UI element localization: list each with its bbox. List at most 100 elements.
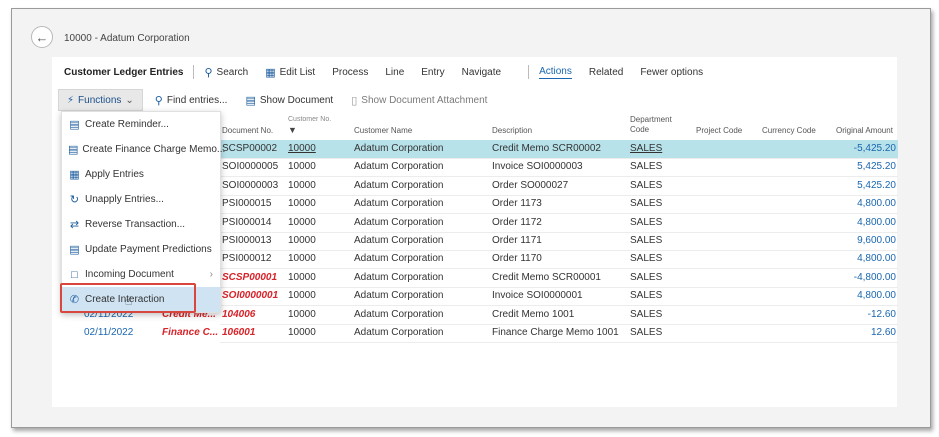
table-row[interactable]: SOI0000003 10000 Adatum Corporation Order S… bbox=[62, 177, 898, 195]
department-code-cell: SALES bbox=[630, 327, 663, 338]
customer-no-cell[interactable]: 10000 bbox=[288, 143, 316, 154]
menu-item-apply-entries[interactable]: ▦ Apply Entries bbox=[69, 169, 144, 181]
description-cell: Order 1173 bbox=[492, 198, 542, 210]
document-no-cell[interactable]: SCSP00001 bbox=[222, 271, 278, 283]
arrow-left-icon: ← bbox=[35, 29, 49, 45]
menu-search[interactable]: ⚲ Search bbox=[204, 66, 249, 79]
customer-no-cell[interactable]: 10000 bbox=[288, 216, 316, 228]
row-divider bbox=[220, 286, 898, 288]
show-document-attachment-button[interactable]: ▯ Show Document Attachment bbox=[351, 94, 488, 107]
header-customer-no[interactable]: Customer No. ▼ bbox=[288, 116, 332, 135]
customer-name-cell: Adatum Corporation bbox=[354, 253, 444, 265]
description-cell: Finance Charge Memo 1001 bbox=[492, 327, 619, 338]
lightning-icon: ⚡ bbox=[67, 94, 75, 106]
customer-no-cell[interactable]: 10000 bbox=[288, 271, 316, 283]
actions-toolbar: ⚡ Functions ⌄ ⚲ Find entries... ▤ Show Doc… bbox=[58, 88, 898, 112]
description-cell: Credit Memo SCR00001 bbox=[492, 271, 601, 283]
header-project-code[interactable]: Project Code bbox=[696, 126, 743, 135]
header-document-no[interactable]: Document No. bbox=[222, 126, 274, 135]
document-no-cell[interactable]: PSI000015 bbox=[222, 198, 272, 210]
document-no-cell[interactable]: SOI0000001 bbox=[222, 290, 279, 302]
table-row[interactable]: 02/11/2022 Credit Me... 104006 10000 Adatum … bbox=[62, 306, 898, 324]
menu-actions[interactable]: Actions bbox=[539, 65, 572, 79]
table-row[interactable]: PSI000015 10000 Adatum Corporation Order 11… bbox=[62, 195, 898, 213]
menu-item-create-finance-charge-memo[interactable]: ▤ Create Finance Charge Memo... bbox=[68, 144, 226, 156]
original-amount-cell[interactable]: 4,800.00 bbox=[857, 253, 896, 265]
customer-no-cell[interactable]: 10000 bbox=[288, 327, 316, 338]
document-no-cell[interactable]: SOI0000003 bbox=[222, 179, 279, 191]
document-no-cell[interactable]: SCSP00002 bbox=[222, 143, 278, 154]
menu-edit-list[interactable]: ▦ Edit List bbox=[265, 66, 316, 79]
menu-entry[interactable]: Entry bbox=[421, 66, 445, 78]
header-department-code[interactable]: Department Code bbox=[630, 115, 672, 134]
original-amount-cell[interactable]: 4,800.00 bbox=[857, 216, 896, 228]
row-divider bbox=[220, 176, 898, 178]
header-customer-name[interactable]: Customer Name bbox=[354, 126, 413, 135]
menu-item-create-interaction[interactable]: ✆ Create Interaction bbox=[62, 287, 220, 312]
original-amount-cell[interactable]: 4,800.00 bbox=[857, 290, 896, 302]
table-row[interactable]: SCSP00001 10000 Adatum Corporation Credit M… bbox=[62, 269, 898, 287]
menu-line[interactable]: Line bbox=[385, 66, 405, 78]
table-row[interactable]: PSI000012 10000 Adatum Corporation Order 11… bbox=[62, 250, 898, 268]
customer-name-cell: Adatum Corporation bbox=[354, 179, 444, 191]
attachment-icon: ▯ bbox=[351, 94, 358, 107]
original-amount-cell[interactable]: 5,425.20 bbox=[857, 179, 896, 191]
find-entries-button[interactable]: ⚲ Find entries... bbox=[154, 94, 228, 107]
menu-navigate[interactable]: Navigate bbox=[461, 66, 502, 78]
table-row[interactable]: SOI0000005 10000 Adatum Corporation Invoice… bbox=[62, 158, 898, 176]
posting-date-cell[interactable]: 02/11/2022 bbox=[84, 308, 134, 320]
menu-item-create-reminder[interactable]: ▤ Create Reminder... bbox=[69, 119, 169, 131]
phone-icon: ✆ bbox=[69, 294, 80, 306]
customer-no-cell[interactable]: 10000 bbox=[288, 179, 316, 191]
posting-date-cell[interactable]: 02/11/2022 bbox=[84, 327, 134, 338]
table-row[interactable]: PSI000014 10000 Adatum Corporation Order 11… bbox=[62, 214, 898, 232]
document-no-cell[interactable]: PSI000014 bbox=[222, 216, 272, 228]
find-entries-icon: ⚲ bbox=[154, 94, 163, 107]
customer-no-cell[interactable]: 10000 bbox=[288, 308, 316, 320]
functions-button[interactable]: ⚡ Functions ⌄ bbox=[58, 89, 143, 111]
menu-item-reverse-transaction[interactable]: ⇄ Reverse Transaction... bbox=[69, 219, 186, 231]
original-amount-cell[interactable]: -4,800.00 bbox=[853, 271, 896, 283]
customer-no-cell[interactable]: 10000 bbox=[288, 253, 316, 265]
document-no-cell[interactable]: 104006 bbox=[222, 308, 256, 320]
customer-name-cell: Adatum Corporation bbox=[354, 290, 444, 302]
reminder-icon: ▤ bbox=[69, 119, 80, 131]
document-no-cell[interactable]: 106001 bbox=[222, 327, 256, 338]
filter-icon: ▼ bbox=[288, 125, 297, 135]
menu-process[interactable]: Process bbox=[332, 66, 369, 78]
customer-name-cell: Adatum Corporation bbox=[354, 308, 444, 320]
table-row[interactable]: SOI0000001 10000 Adatum Corporation Invoice… bbox=[62, 287, 898, 305]
table-row[interactable]: PSI000013 10000 Adatum Corporation Order 11… bbox=[62, 232, 898, 250]
customer-no-cell[interactable]: 10000 bbox=[288, 161, 316, 173]
original-amount-cell[interactable]: -5,425.20 bbox=[853, 143, 896, 154]
document-no-cell[interactable]: PSI000013 bbox=[222, 235, 272, 246]
header-description[interactable]: Description bbox=[492, 126, 533, 135]
menu-related[interactable]: Related bbox=[588, 66, 624, 78]
header-currency-code[interactable]: Currency Code bbox=[762, 126, 816, 135]
menu-item-unapply-entries[interactable]: ↻ Unapply Entries... bbox=[69, 194, 164, 206]
customer-no-cell[interactable]: 10000 bbox=[288, 235, 316, 246]
customer-no-cell[interactable]: 10000 bbox=[288, 290, 316, 302]
show-document-button[interactable]: ▤ Show Document bbox=[245, 94, 334, 107]
unapply-entries-icon: ↻ bbox=[69, 194, 80, 206]
original-amount-cell[interactable]: 12.60 bbox=[870, 327, 896, 338]
functions-dropdown: ▤ Create Reminder... ▤ Create Finance Char… bbox=[61, 111, 226, 313]
list-title: Customer Ledger Entries bbox=[64, 66, 184, 78]
table-row[interactable]: SCSP00002 10000 Adatum Corporation Credit M… bbox=[62, 140, 898, 158]
table-row[interactable]: 02/11/2022 Finance C... 106001 10000 Adatum … bbox=[62, 324, 898, 342]
original-amount-cell[interactable]: 4,800.00 bbox=[857, 198, 896, 210]
document-no-cell[interactable]: PSI000012 bbox=[222, 253, 272, 265]
department-code-cell: SALES bbox=[630, 290, 663, 302]
customer-no-cell[interactable]: 10000 bbox=[288, 198, 316, 210]
hand-cursor-icon: ☝ bbox=[125, 294, 133, 308]
back-button[interactable]: ← bbox=[31, 26, 53, 48]
header-original-amount[interactable]: Original Amount bbox=[836, 126, 893, 135]
original-amount-cell[interactable]: 5,425.20 bbox=[857, 161, 896, 173]
document-no-cell[interactable]: SOI0000005 bbox=[222, 161, 279, 173]
menu-item-incoming-document[interactable]: □ Incoming Document › bbox=[62, 262, 220, 287]
description-cell: Credit Memo 1001 bbox=[492, 308, 575, 320]
original-amount-cell[interactable]: 9,600.00 bbox=[857, 235, 896, 246]
menu-fewer-options[interactable]: Fewer options bbox=[640, 66, 704, 78]
menu-item-update-payment-predictions[interactable]: ▤ Update Payment Predictions bbox=[69, 244, 212, 256]
original-amount-cell[interactable]: -12.60 bbox=[867, 308, 896, 320]
